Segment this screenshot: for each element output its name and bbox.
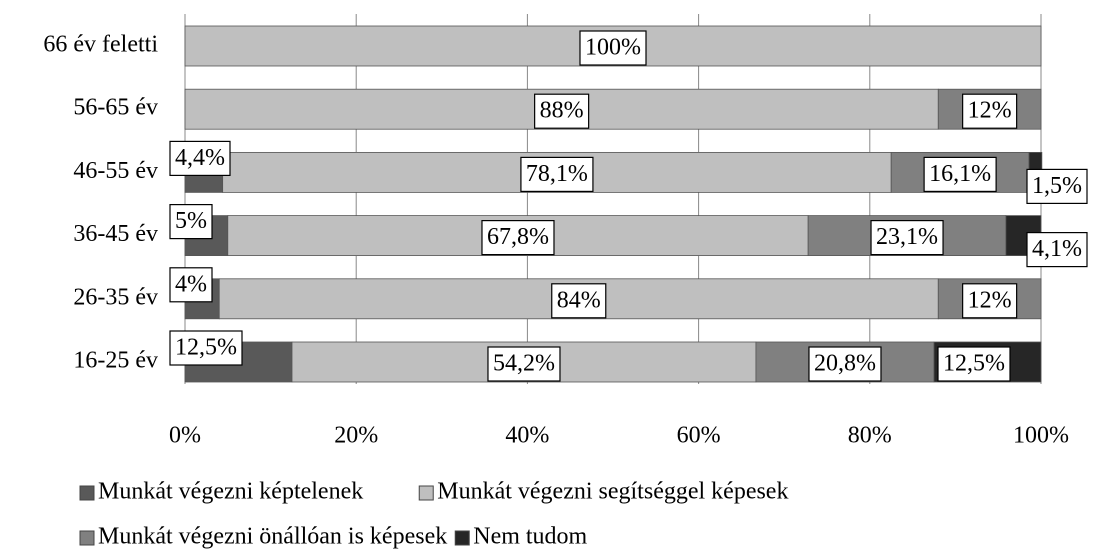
data-label-box — [169, 267, 213, 303]
data-label-box — [169, 330, 243, 366]
data-label-box — [923, 156, 997, 192]
x-tick-label: 60% — [677, 423, 721, 449]
data-label: 84% — [557, 287, 601, 313]
data-label-box — [937, 346, 1011, 382]
legend-swatch — [454, 530, 470, 546]
x-tick-label: 80% — [848, 423, 892, 449]
data-label: 4% — [175, 271, 207, 297]
data-label: 12,5% — [175, 335, 237, 361]
data-label-box — [579, 30, 647, 66]
y-tick-label: 56-65 év — [73, 95, 158, 121]
data-label-box — [1026, 168, 1088, 204]
data-label: 88% — [540, 98, 584, 124]
data-label-box — [520, 156, 594, 192]
data-label-box — [962, 93, 1018, 129]
data-label-box — [962, 283, 1018, 319]
data-label-box — [481, 220, 555, 256]
y-tick-label: 36-45 év — [73, 221, 158, 247]
data-label: 4,1% — [1032, 236, 1082, 262]
data-label: 12% — [968, 98, 1012, 124]
data-label-box — [808, 346, 882, 382]
x-tick-label: 0% — [169, 423, 201, 449]
data-label-box — [551, 283, 607, 319]
data-label-box — [169, 204, 213, 240]
data-label: 23,1% — [876, 224, 938, 250]
data-label: 16,1% — [929, 161, 991, 187]
x-tick-label: 40% — [505, 423, 549, 449]
x-tick-label: 100% — [1013, 423, 1069, 449]
y-tick-label: 46-55 év — [73, 158, 158, 184]
data-label: 78,1% — [526, 161, 588, 187]
data-label: 12% — [968, 287, 1012, 313]
data-label: 4,4% — [175, 145, 225, 171]
data-label-box — [534, 93, 590, 129]
legend-label: Munkát végezni önállóan is képesek — [98, 524, 447, 550]
legend-swatch — [79, 485, 95, 501]
data-label: 12,5% — [943, 351, 1005, 377]
legend-swatch — [79, 530, 95, 546]
data-label-box — [487, 346, 561, 382]
data-label: 20,8% — [814, 351, 876, 377]
x-tick-label: 20% — [334, 423, 378, 449]
data-label-box — [169, 140, 231, 176]
y-tick-label: 16-25 év — [73, 348, 158, 374]
legend-label: Munkát végezni segítséggel képesek — [437, 479, 788, 505]
y-tick-label: 66 év feletti — [43, 32, 158, 58]
legend-swatch — [418, 485, 434, 501]
data-label-box — [870, 220, 944, 256]
data-label: 67,8% — [487, 224, 549, 250]
data-label-box — [1026, 232, 1088, 268]
legend-label: Nem tudom — [473, 524, 587, 550]
data-label: 5% — [175, 208, 207, 234]
data-label: 100% — [585, 35, 641, 61]
legend-label: Munkát végezni képtelenek — [98, 479, 363, 505]
y-tick-label: 26-35 év — [73, 284, 158, 310]
data-label: 1,5% — [1032, 173, 1082, 199]
data-label: 54,2% — [493, 351, 555, 377]
